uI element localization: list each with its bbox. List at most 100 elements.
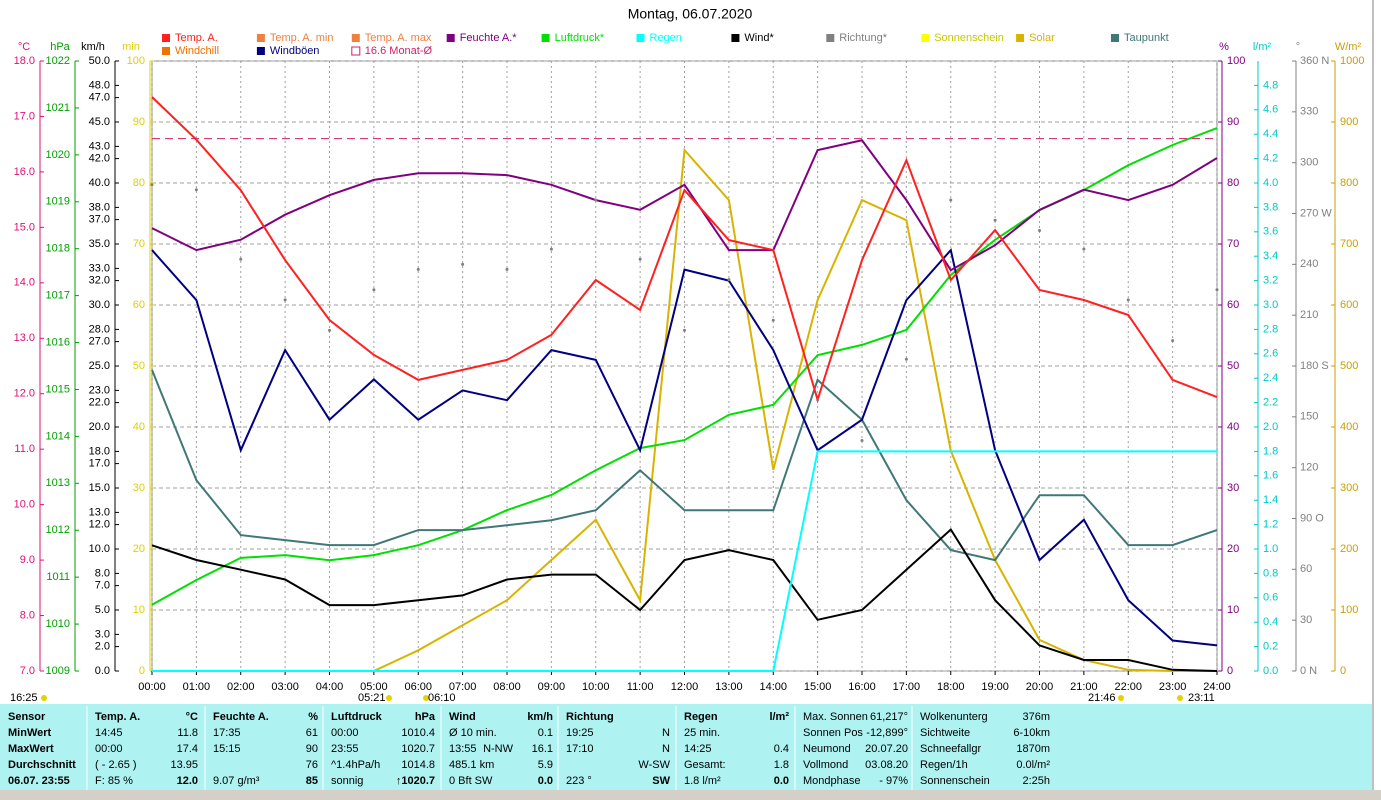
- tick-label: 1.4: [1263, 494, 1278, 506]
- sun-icon: [1177, 695, 1183, 701]
- tick-label: 0.6: [1263, 592, 1278, 604]
- tick-label: 60: [1227, 299, 1239, 311]
- stats-cell: -12,899°: [866, 727, 908, 739]
- tick-label: 3.8: [1263, 201, 1278, 213]
- tick-label: 40: [1227, 421, 1239, 433]
- annotation: 23:11: [1188, 692, 1215, 704]
- tick-label: 15.0: [14, 221, 35, 233]
- stats-cell: 23:55: [331, 743, 359, 755]
- legend-swatch: [826, 34, 835, 42]
- axis-title: W/m²: [1335, 41, 1362, 53]
- tick-label: 2.0: [95, 641, 110, 653]
- x-tick-label: 18:00: [937, 681, 965, 693]
- tick-label: 7.0: [95, 580, 110, 592]
- sun-icon: [1118, 695, 1124, 701]
- stats-cell: ↑1020.7: [396, 775, 435, 787]
- series-dot: [239, 257, 243, 261]
- legend-swatch: [256, 34, 265, 42]
- legend-label: Windchill: [175, 45, 219, 57]
- tick-label: 0.8: [1263, 567, 1278, 579]
- x-tick-label: 21:00: [1070, 681, 1098, 693]
- legend-label: Temp. A. min: [270, 32, 334, 44]
- x-tick-label: 17:00: [893, 681, 921, 693]
- series-line: [151, 247, 1218, 647]
- tick-label: 30: [1227, 482, 1239, 494]
- tick-label: 30: [133, 482, 145, 494]
- x-tick-label: 07:00: [449, 681, 477, 693]
- tick-label: 23.0: [89, 384, 110, 396]
- series-dot: [328, 328, 331, 332]
- series-dot: [1215, 288, 1219, 292]
- stats-cell: Schneefallgr: [920, 743, 981, 755]
- stats-cell: 14:25: [684, 743, 712, 755]
- tick-label: 5.0: [95, 604, 110, 616]
- stats-cell: F: 85 %: [95, 775, 133, 787]
- tick-label: 10.0: [14, 499, 35, 511]
- tick-label: 300: [1340, 482, 1358, 494]
- stats-cell: Vollmond: [803, 759, 848, 771]
- tick-label: 42.0: [89, 153, 110, 165]
- tick-label: 90: [1227, 116, 1239, 128]
- stats-cell: Mondphase: [803, 775, 861, 787]
- series-dot: [505, 267, 509, 271]
- stats-cell: 1014.8: [401, 759, 435, 771]
- tick-label: 2.0: [1263, 421, 1278, 433]
- series-dot: [594, 198, 598, 202]
- tick-label: 0.4: [1263, 616, 1278, 628]
- stats-cell: 61,217°: [870, 711, 908, 723]
- tick-label: 16.0: [14, 166, 35, 178]
- tick-label: 7.0: [20, 665, 35, 677]
- tick-label: 80: [133, 177, 145, 189]
- stats-cell: 12.0: [177, 775, 198, 787]
- stats-cell: Durchschnitt: [8, 759, 76, 771]
- series-line: [152, 450, 1217, 672]
- stats-cell: 0.1: [538, 727, 553, 739]
- tick-label: 47.0: [89, 92, 110, 104]
- series-dot: [683, 328, 686, 332]
- x-tick-label: 00:00: [138, 681, 166, 693]
- tick-label: 3.2: [1263, 275, 1278, 287]
- tick-label: 0: [1227, 665, 1233, 677]
- tick-label: 45.0: [89, 116, 110, 128]
- stats-cell: W-SW: [638, 759, 670, 771]
- x-tick-label: 05:00: [360, 681, 388, 693]
- x-tick-label: 20:00: [1026, 681, 1054, 693]
- stats-header: Wind: [449, 711, 476, 723]
- x-tick-label: 01:00: [183, 681, 211, 693]
- stats-cell: 19:25: [566, 727, 594, 739]
- tick-label: 18.0: [89, 445, 110, 457]
- x-tick-label: 15:00: [804, 681, 832, 693]
- stats-cell: 61: [306, 727, 318, 739]
- tick-label: 1012: [46, 524, 70, 536]
- stats-cell: 5.9: [538, 759, 553, 771]
- series-dot: [1126, 298, 1130, 302]
- tick-label: 50: [133, 360, 145, 372]
- tick-label: 90: [133, 116, 145, 128]
- tick-label: 0 N: [1300, 665, 1317, 677]
- tick-label: 4.8: [1263, 79, 1278, 91]
- legend-swatch: [351, 46, 361, 56]
- tick-label: 180 S: [1300, 360, 1329, 372]
- stats-cell: 14:45: [95, 727, 123, 739]
- tick-label: 37.0: [89, 214, 110, 226]
- stats-cell: 90: [306, 743, 318, 755]
- stats-cell: Sichtweite: [920, 727, 970, 739]
- stats-cell: 1020.7: [401, 743, 435, 755]
- tick-label: 0.0: [1263, 665, 1278, 677]
- legend-label: Luftdruck*: [555, 32, 605, 44]
- stats-header: hPa: [415, 711, 436, 723]
- stats-header: °C: [186, 711, 198, 723]
- annotation: 21:46: [1088, 692, 1116, 704]
- tick-label: 3.6: [1263, 226, 1278, 238]
- tick-label: 17.0: [14, 110, 35, 122]
- tick-label: 11.0: [14, 443, 35, 455]
- series-line: [151, 139, 1218, 272]
- stats-cell: Gesamt:: [684, 759, 726, 771]
- tick-label: 1014: [46, 430, 70, 442]
- tick-label: 0: [1340, 665, 1346, 677]
- tick-label: 100: [127, 55, 145, 67]
- tick-label: 9.0: [20, 554, 35, 566]
- stats-cell: 03.08.20: [865, 759, 908, 771]
- tick-label: 28.0: [89, 323, 110, 335]
- x-tick-label: 11:00: [627, 681, 654, 693]
